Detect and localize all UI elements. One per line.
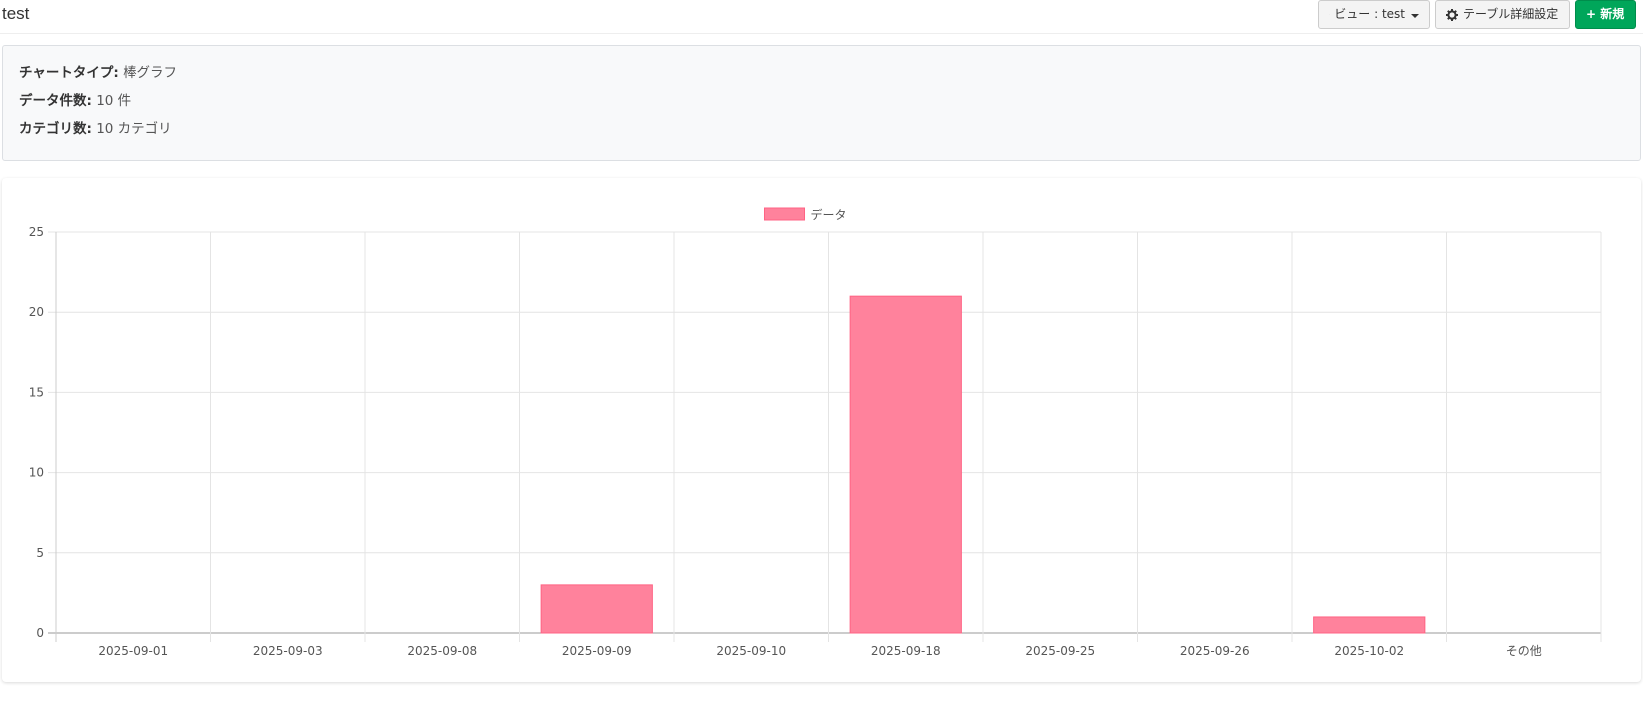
- y-tick-label: 0: [36, 626, 44, 640]
- chart-info-box: チャートタイプ: 棒グラフ データ件数: 10 件 カテゴリ数: 10 カテゴリ: [2, 45, 1641, 161]
- x-tick-label: 2025-09-01: [98, 644, 168, 658]
- info-data-count: データ件数: 10 件: [19, 89, 131, 109]
- legend-label: データ: [811, 207, 847, 222]
- bar: [1313, 616, 1426, 634]
- y-tick-label: 10: [29, 466, 44, 480]
- view-dropdown-button[interactable]: ビュー : test: [1318, 0, 1430, 29]
- legend-swatch: [764, 207, 805, 221]
- new-button[interactable]: + 新規: [1575, 0, 1636, 29]
- category-count-value: 10 カテゴリ: [96, 121, 172, 137]
- category-count-label: カテゴリ数:: [19, 121, 92, 137]
- y-tick-label: 20: [29, 305, 44, 319]
- bar-chart: 0 5 10 15 20 25 2025-09-01 2025-09-03 2025-09-08…: [29, 207, 1602, 658]
- caret-down-icon: [1411, 13, 1419, 18]
- x-tick-label: 2025-09-03: [253, 644, 323, 658]
- info-category-count: カテゴリ数: 10 カテゴリ: [19, 117, 172, 137]
- new-button-label: + 新規: [1586, 7, 1625, 21]
- data-count-value: 10 件: [96, 93, 132, 109]
- chart-panel: 0 5 10 15 20 25 2025-09-01 2025-09-03 2025-09-08…: [2, 178, 1641, 682]
- y-tick-label: 15: [29, 385, 44, 399]
- x-tick-label: 2025-09-26: [1180, 644, 1250, 658]
- y-tick-label: 5: [36, 546, 44, 560]
- view-button-label: ビュー : test: [1334, 7, 1405, 21]
- settings-button-label: テーブル詳細設定: [1463, 7, 1559, 21]
- x-tick-label: 2025-09-18: [871, 644, 941, 658]
- x-tick-label: 2025-09-09: [562, 644, 632, 658]
- bar: [849, 295, 962, 634]
- y-tick-label: 25: [29, 225, 44, 239]
- x-tick-label: 2025-09-08: [407, 644, 477, 658]
- x-tick-label: 2025-09-10: [716, 644, 786, 658]
- info-chart-type: チャートタイプ: 棒グラフ: [19, 61, 177, 81]
- chart-type-value: 棒グラフ: [123, 65, 178, 81]
- x-tick-label: 2025-10-02: [1334, 644, 1404, 658]
- data-count-label: データ件数:: [19, 93, 92, 109]
- x-tick-label: その他: [1506, 644, 1542, 658]
- x-tick-label: 2025-09-25: [1025, 644, 1095, 658]
- table-settings-button[interactable]: テーブル詳細設定: [1435, 0, 1570, 29]
- page-title: test: [2, 4, 30, 23]
- chart-type-label: チャートタイプ:: [19, 65, 119, 81]
- page-header: test ビュー : test テーブル詳細設定: [0, 0, 1643, 34]
- bar: [540, 584, 653, 634]
- gear-icon: [1446, 8, 1458, 21]
